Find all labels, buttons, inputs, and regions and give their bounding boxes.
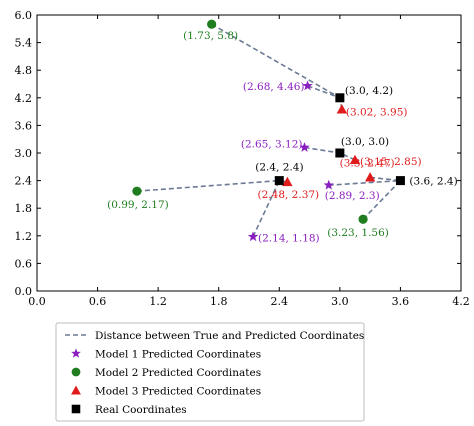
x-tick-label-5: 3.0 (331, 295, 349, 308)
model2-label-1: (0.99, 2.17) (107, 199, 169, 211)
real-point-2 (274, 176, 284, 186)
x-tick-label-3: 1.8 (210, 295, 228, 308)
annotations-layer: (3.0, 4.2) (3.0, 3.0) (2.4, 2.4) (3.6, 2.4)… (107, 30, 458, 245)
model1-point-0 (302, 80, 313, 91)
distance-line-1 (307, 85, 341, 99)
y-tick-label-5: 3.0 (15, 147, 33, 160)
distance-line-10 (362, 180, 402, 220)
model2-point-0 (207, 19, 217, 29)
model1-point-2 (323, 179, 334, 190)
distance-line-6 (252, 180, 281, 238)
real-point-1 (335, 148, 345, 158)
model1-point-3 (247, 231, 259, 242)
model1-label-2: (2.89, 2.3) (325, 190, 380, 202)
legend-label-3: Model 3 Predicted Coordinates (95, 386, 261, 398)
plot-frame (36, 14, 462, 292)
y-tick-label-7: 4.2 (15, 92, 33, 105)
model3-label-2: (3.3, 2.47) (340, 157, 395, 169)
y-tick-label-3: 1.8 (15, 202, 33, 215)
y-tick-label-0: 0.0 (15, 285, 33, 298)
real-point-3 (395, 176, 405, 186)
legend: Distance between True and Predicted Coor… (55, 322, 365, 422)
markers-layer (132, 19, 405, 242)
distance-line-8 (328, 179, 401, 186)
y-tick-label-9: 5.4 (15, 37, 33, 50)
legend-label-4: Real Coordinates (95, 404, 187, 416)
real-label-3: (3.6, 2.4) (409, 176, 457, 188)
model1-label-3: (2.14, 1.18) (258, 233, 320, 245)
model2-label-2: (3.23, 1.56) (327, 227, 389, 239)
x-tick-label-0: 0.0 (28, 295, 46, 308)
legend-label-2: Model 2 Predicted Coordinates (95, 367, 261, 379)
model2-label-0: (1.73, 5.8) (183, 30, 238, 42)
legend-swatch-4 (71, 404, 81, 414)
model3-point-3 (282, 176, 293, 187)
legend-label-0: Distance between True and Predicted Coor… (95, 330, 364, 342)
legend-swatch-1 (71, 348, 81, 358)
real-label-0: (3.0, 4.2) (345, 85, 393, 97)
model3-label-0: (3.02, 3.95) (346, 106, 408, 118)
model1-label-1: (2.65, 3.12) (241, 138, 303, 150)
legend-box (55, 322, 365, 422)
x-tick-label-2: 1.2 (149, 295, 167, 308)
model3-label-3: (2.48, 2.37) (258, 189, 320, 201)
model1-label-0: (2.68, 4.46) (243, 81, 305, 93)
x-tick-label-1: 0.6 (89, 295, 107, 308)
y-tick-label-6: 3.6 (15, 119, 33, 132)
legend-swatch-2 (71, 367, 81, 377)
y-tick-label-2: 1.2 (15, 230, 33, 243)
x-tick-label-4: 2.4 (271, 295, 289, 308)
x-tick-label-6: 3.6 (392, 295, 410, 308)
model3-point-1 (349, 154, 361, 165)
distance-line-3 (304, 146, 340, 154)
distance-line-9 (370, 176, 401, 182)
y-tick-label-4: 2.4 (15, 175, 33, 188)
model3-label-1: (3.15, 2.85) (360, 156, 422, 168)
ticks-layer: 0.0 0.6 1.2 1.8 2.4 3.0 3.6 4.2 0.0 0.6 1.2 1.8 2.4 3… (15, 9, 470, 308)
model2-point-1 (132, 186, 142, 196)
x-tick-label-7: 4.2 (452, 295, 470, 308)
distance-lines-layer (136, 23, 402, 238)
real-point-0 (335, 93, 345, 103)
model3-point-2 (364, 172, 376, 182)
model3-point-0 (336, 104, 348, 114)
legend-swatch-3 (71, 385, 81, 395)
y-tick-label-8: 4.8 (15, 64, 33, 77)
distance-line-4 (339, 152, 356, 161)
y-tick-label-10: 6.0 (15, 9, 33, 22)
y-tick-label-1: 0.6 (15, 257, 33, 270)
real-label-1: (3.0, 3.0) (341, 136, 389, 148)
model2-point-2 (358, 214, 368, 224)
real-label-2: (2.4, 2.4) (255, 162, 303, 174)
model1-point-1 (299, 142, 310, 152)
distance-line-0 (211, 23, 341, 99)
legend-label-1: Model 1 Predicted Coordinates (95, 349, 261, 361)
